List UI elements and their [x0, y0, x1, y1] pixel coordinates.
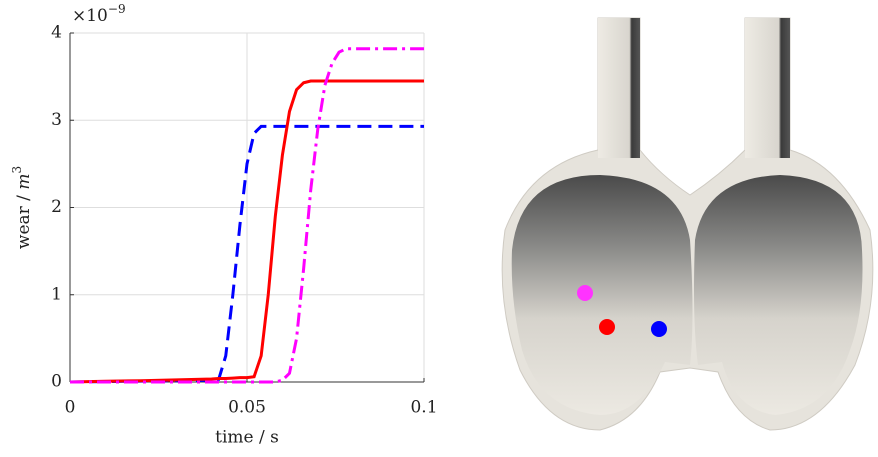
x-axis-label: time / s — [215, 428, 279, 448]
y-axis-label-unit: m — [14, 174, 34, 190]
mesh-render — [502, 18, 873, 430]
y-tick-label: 2 — [51, 197, 62, 217]
x-tick-label: 0.05 — [228, 398, 266, 418]
y-axis-label-power: 3 — [10, 166, 24, 174]
y-tick-label: 0 — [51, 372, 62, 392]
y-multiplier-exponent: −9 — [108, 2, 126, 16]
y-axis-label: wear / m3 — [10, 166, 34, 249]
x-tick-label: 0 — [65, 398, 76, 418]
y-multiplier-base: ×10 — [72, 6, 108, 26]
y-axis-label-text: wear / — [14, 190, 34, 249]
figure: 0123400.050.1time / swear / m3×10−9 — [0, 0, 878, 457]
y-tick-label: 3 — [51, 110, 62, 130]
x-tick-label: 0.1 — [410, 398, 437, 418]
y-tick-label: 4 — [51, 23, 62, 43]
y-multiplier: ×10−9 — [72, 2, 126, 26]
y-tick-label: 1 — [51, 284, 62, 304]
